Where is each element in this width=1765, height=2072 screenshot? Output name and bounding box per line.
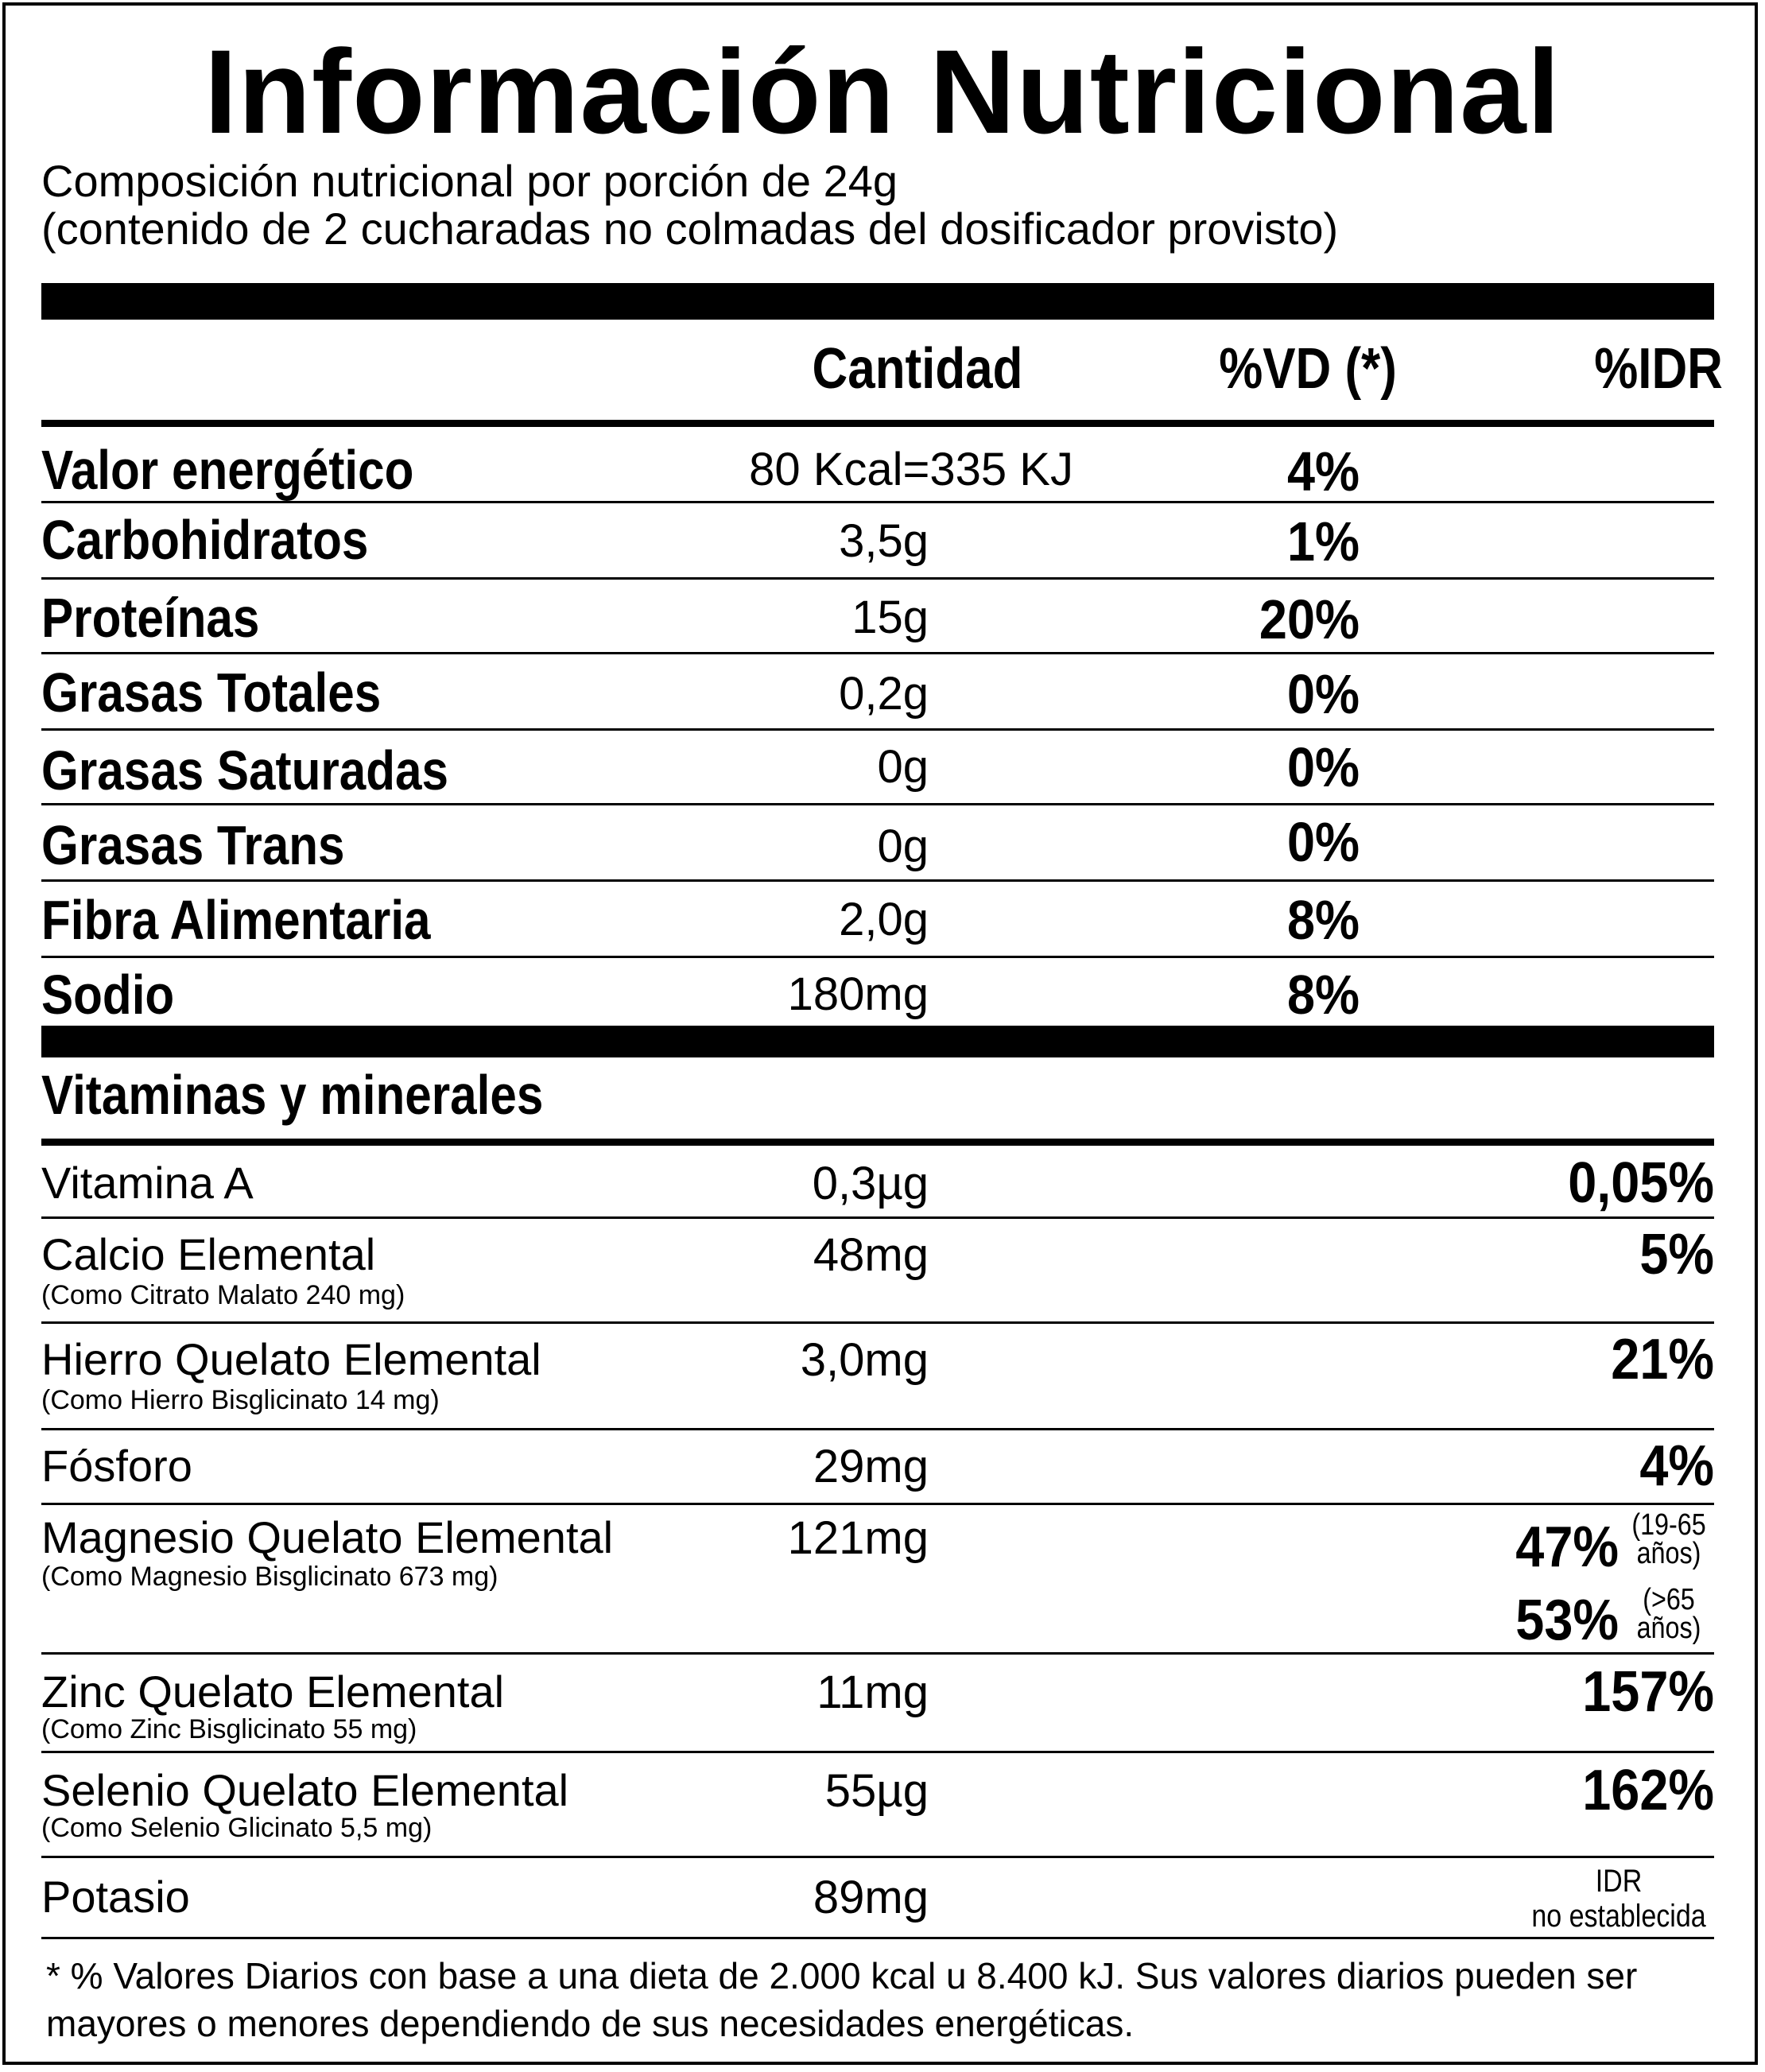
top-thick-bar [41, 283, 1714, 320]
nutrient-name: Sodio [41, 964, 175, 1026]
idr-not-established-note: no establecida [1531, 1899, 1706, 1934]
row-divider [41, 1216, 1714, 1219]
serving-note: (contenido de 2 cucharadas no colmadas d… [41, 204, 1339, 254]
vitamin-name: Hierro Quelato Elemental [41, 1334, 541, 1384]
nutrient-amount: 0,2g [839, 668, 929, 720]
vitamin-note: (Como Selenio Glicinato 5,5 mg) [41, 1813, 433, 1843]
row-divider [41, 652, 1714, 654]
nutrient-dv: 0% [1286, 736, 1360, 798]
vitamin-note: (Como Hierro Bisglicinato 14 mg) [41, 1385, 440, 1415]
nutrient-dv: 4% [1286, 440, 1360, 502]
row-divider [41, 803, 1714, 805]
nutrient-amount: 0g [877, 821, 929, 872]
nutrient-amount: 15g [851, 592, 929, 643]
nutrient-amount: 80 Kcal=335 KJ [749, 444, 1073, 495]
vitamin-idr: 21% [1611, 1328, 1714, 1391]
vitamin-idr: 5% [1639, 1223, 1714, 1286]
page-title: Información Nutricional [204, 25, 1561, 158]
row-divider [41, 728, 1714, 731]
vitamin-name: Vitamina A [41, 1158, 254, 1208]
nutrient-dv: 8% [1286, 964, 1360, 1026]
row-divider [41, 1428, 1714, 1430]
row-divider [41, 577, 1714, 580]
row-divider [41, 1503, 1714, 1505]
row-divider [41, 1937, 1714, 1939]
vitamin-amount: 121mg [787, 1512, 929, 1564]
vitamin-name: Zinc Quelato Elemental [41, 1667, 505, 1717]
vitamin-name: Selenio Quelato Elemental [41, 1765, 569, 1815]
vitamin-idr: 0,05% [1568, 1151, 1714, 1215]
vitamin-name: Fósforo [41, 1441, 192, 1491]
vitamin-amount: 11mg [817, 1667, 929, 1718]
nutrient-name: Grasas Trans [41, 814, 345, 876]
vitamin-name: Magnesio Quelato Elemental [41, 1512, 614, 1562]
section-thick-bar [41, 1026, 1714, 1057]
header-dv: %VD (*) [1219, 337, 1397, 401]
header-amount: Cantidad [812, 337, 1023, 401]
vitamin-idr-secondary: 53% [1515, 1589, 1619, 1652]
nutrient-dv: 8% [1286, 889, 1360, 951]
age-range-note: (>65 años) [1636, 1583, 1701, 1645]
footnote: * % Valores Diarios con base a una dieta… [46, 1955, 1638, 1996]
vitamin-note: (Como Zinc Bisglicinato 55 mg) [41, 1714, 417, 1744]
vitamin-amount: 89mg [813, 1872, 929, 1923]
row-divider [41, 1321, 1714, 1324]
vitamin-amount: 3,0mg [800, 1334, 929, 1386]
nutrient-amount: 0g [877, 741, 929, 793]
vitamin-amount: 0,3µg [812, 1158, 929, 1209]
row-divider [41, 1751, 1714, 1753]
nutrient-name: Carbohidratos [41, 509, 369, 571]
vitamin-note: (Como Magnesio Bisglicinato 673 mg) [41, 1562, 498, 1592]
serving-info: Composición nutricional por porción de 2… [41, 156, 898, 206]
vitamin-idr: 162% [1582, 1759, 1714, 1822]
footnote-continued: mayores o menores dependiendo de sus nec… [46, 2003, 1135, 2044]
row-divider [41, 1856, 1714, 1858]
nutrient-amount: 180mg [787, 968, 929, 1020]
vitamin-note: (Como Citrato Malato 240 mg) [41, 1280, 405, 1310]
idr-not-established-label: IDR [1595, 1864, 1643, 1899]
nutrient-amount: 2,0g [839, 894, 929, 945]
vitamin-idr: 157% [1582, 1660, 1714, 1724]
nutrient-amount: 3,5g [839, 515, 929, 567]
header-divider [41, 420, 1714, 427]
vitamin-amount: 55µg [824, 1765, 929, 1817]
age-range-note: (19-65 años) [1631, 1508, 1706, 1570]
row-divider [41, 956, 1714, 958]
vitamin-amount: 29mg [813, 1441, 929, 1492]
vitamins-title: Vitaminas y minerales [41, 1064, 544, 1126]
nutrient-name: Grasas Saturadas [41, 739, 448, 801]
header-idr: %IDR [1594, 337, 1723, 401]
nutrient-dv: 20% [1259, 588, 1360, 650]
nutrient-name: Proteínas [41, 587, 260, 649]
nutrient-name: Grasas Totales [41, 662, 382, 724]
row-divider [41, 501, 1714, 503]
vitamin-name: Potasio [41, 1872, 190, 1922]
nutrient-dv: 0% [1286, 811, 1360, 873]
vitamin-name: Calcio Elemental [41, 1229, 376, 1279]
nutrient-dv: 1% [1286, 510, 1360, 572]
vitamins-divider [41, 1139, 1714, 1146]
vitamin-idr: 47% [1515, 1515, 1619, 1579]
row-divider [41, 1652, 1714, 1655]
nutrient-name: Fibra Alimentaria [41, 889, 431, 951]
nutrient-dv: 0% [1286, 663, 1360, 725]
vitamin-amount: 48mg [813, 1229, 929, 1281]
vitamin-idr: 4% [1639, 1434, 1714, 1498]
row-divider [41, 879, 1714, 882]
nutrient-name: Valor energético [41, 439, 414, 501]
